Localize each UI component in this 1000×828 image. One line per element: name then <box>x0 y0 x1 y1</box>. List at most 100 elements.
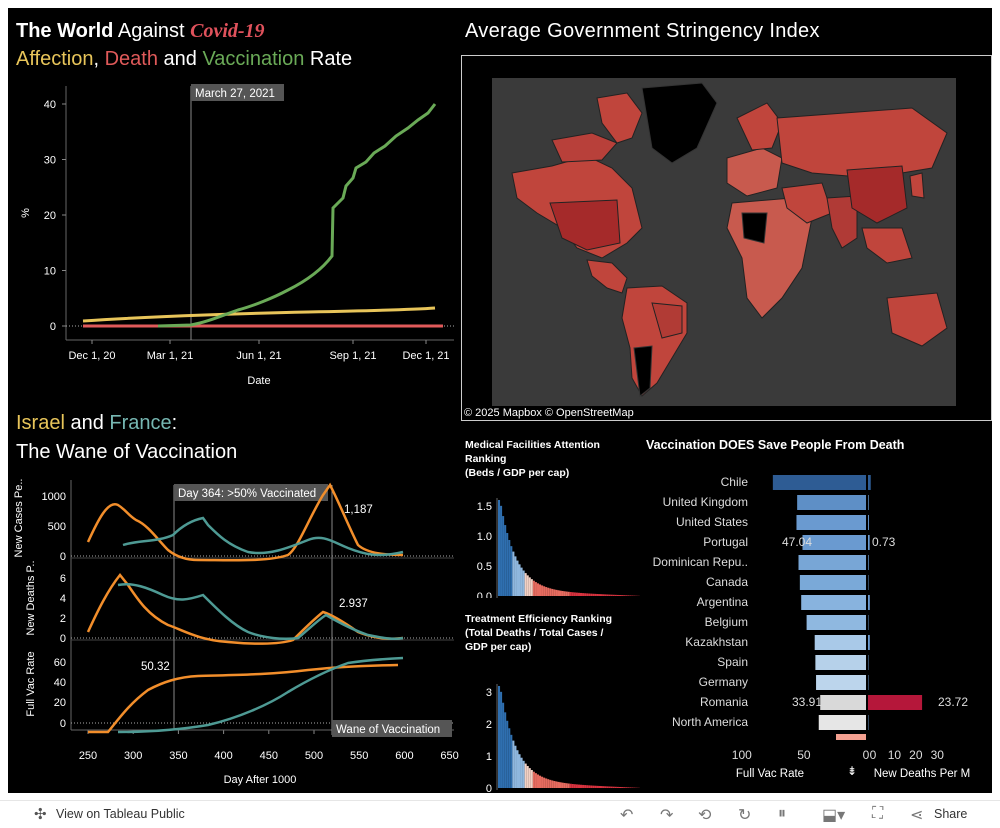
rank-bar[interactable] <box>531 579 533 596</box>
rank-bar[interactable] <box>529 768 531 788</box>
france-deaths-line[interactable] <box>118 584 403 639</box>
rank-bar[interactable] <box>574 784 576 788</box>
rank-bar[interactable] <box>512 741 514 788</box>
scandinavia-region[interactable] <box>737 103 782 150</box>
death-bar[interactable] <box>868 555 869 570</box>
rank-bar[interactable] <box>562 783 564 788</box>
canada-north-region[interactable] <box>552 133 617 162</box>
rank-bar[interactable] <box>613 595 615 596</box>
rank-bar[interactable] <box>590 785 592 788</box>
rank-bar[interactable] <box>514 556 516 596</box>
vac-rate-bar[interactable] <box>799 555 867 570</box>
rank-bar[interactable] <box>611 595 613 596</box>
rank-bar[interactable] <box>576 784 578 788</box>
rank-bar[interactable] <box>568 784 570 788</box>
rank-bar[interactable] <box>545 778 547 788</box>
vaccination-line[interactable] <box>158 104 435 326</box>
rank-bar[interactable] <box>609 786 611 788</box>
central-america-region[interactable] <box>587 260 627 293</box>
vac-rate-bar[interactable] <box>815 655 866 670</box>
rank-bar[interactable] <box>619 787 621 788</box>
rank-bar[interactable] <box>506 721 508 788</box>
europe-region[interactable] <box>727 148 782 196</box>
rank-bar[interactable] <box>525 573 527 596</box>
rank-bar[interactable] <box>598 786 600 788</box>
rank-bar[interactable] <box>498 500 500 596</box>
rank-bar[interactable] <box>521 758 523 788</box>
rank-bar[interactable] <box>594 786 596 788</box>
rank-bar[interactable] <box>596 594 598 596</box>
rank-bar[interactable] <box>533 772 535 788</box>
rank-bar[interactable] <box>553 589 555 596</box>
rank-bar[interactable] <box>623 595 625 596</box>
rank-bar[interactable] <box>625 787 627 788</box>
usa-region[interactable] <box>550 200 620 250</box>
map-container[interactable]: © 2025 Mapbox © OpenStreetMap <box>461 55 992 421</box>
rank-bar[interactable] <box>564 783 566 788</box>
rank-bar[interactable] <box>541 777 543 788</box>
rank-bar[interactable] <box>506 533 508 596</box>
vac-rate-bar[interactable] <box>797 495 866 510</box>
rank-bar[interactable] <box>586 593 588 596</box>
view-on-tableau-link[interactable]: View on Tableau Public <box>56 807 185 821</box>
vac-rate-bar[interactable] <box>773 475 866 490</box>
rank-bar[interactable] <box>529 577 531 596</box>
rank-bar[interactable] <box>621 595 623 596</box>
rank-bar[interactable] <box>572 592 574 596</box>
rank-bar[interactable] <box>578 785 580 788</box>
pause-icon[interactable]: ⏸ <box>778 805 786 823</box>
france-cases-line[interactable] <box>123 518 403 555</box>
redo-icon[interactable]: ↷ <box>660 805 673 825</box>
rank-bar[interactable] <box>621 787 623 788</box>
rank-bar[interactable] <box>560 782 562 788</box>
rank-bar[interactable] <box>527 575 529 596</box>
undo-icon[interactable]: ↶ <box>620 805 633 825</box>
rank-bar[interactable] <box>615 595 617 596</box>
rank-bar[interactable] <box>510 735 512 788</box>
death-bar[interactable] <box>868 595 870 610</box>
death-bar[interactable] <box>868 515 869 530</box>
rank-bar[interactable] <box>557 590 559 596</box>
rank-bar[interactable] <box>615 787 617 788</box>
rank-bar[interactable] <box>629 787 631 788</box>
rank-bar[interactable] <box>592 594 594 596</box>
rank-bar[interactable] <box>527 766 529 788</box>
rank-bar[interactable] <box>498 686 500 788</box>
rank-bar[interactable] <box>535 773 537 788</box>
rank-bar[interactable] <box>570 784 572 788</box>
rank-bar[interactable] <box>510 546 512 596</box>
russia-region[interactable] <box>777 108 947 178</box>
rank-bar[interactable] <box>605 786 607 788</box>
rank-bar[interactable] <box>549 780 551 788</box>
rank-bar[interactable] <box>537 774 539 788</box>
rank-bar[interactable] <box>545 587 547 596</box>
affection-line[interactable] <box>83 308 435 321</box>
rank-bar[interactable] <box>617 787 619 788</box>
world-map[interactable] <box>492 78 956 406</box>
rank-bar[interactable] <box>603 786 605 788</box>
rank-bar[interactable] <box>570 592 572 596</box>
download-icon[interactable]: ⬓▾ <box>822 805 845 825</box>
rank-bar[interactable] <box>533 581 535 596</box>
rank-bar[interactable] <box>541 585 543 596</box>
rank-bar[interactable] <box>582 593 584 596</box>
vac-rate-bar[interactable] <box>815 635 866 650</box>
rank-bar[interactable] <box>519 754 521 788</box>
share-button[interactable]: Share <box>934 807 967 821</box>
rank-bar[interactable] <box>500 692 502 788</box>
rank-bar[interactable] <box>625 595 627 596</box>
rank-bar[interactable] <box>627 595 629 596</box>
fullscreen-icon[interactable]: ⛶ <box>872 805 883 823</box>
rank-bar[interactable] <box>603 594 605 596</box>
rank-bar[interactable] <box>504 712 506 788</box>
rank-bar[interactable] <box>555 590 557 596</box>
rank-bar[interactable] <box>588 594 590 596</box>
rank-bar[interactable] <box>543 586 545 596</box>
rank-bar[interactable] <box>629 595 631 596</box>
rank-bar[interactable] <box>580 593 582 596</box>
chile-argentina-region[interactable] <box>634 346 652 396</box>
rank-bar[interactable] <box>508 540 510 596</box>
sort-icon[interactable]: ⇟ <box>847 764 857 778</box>
